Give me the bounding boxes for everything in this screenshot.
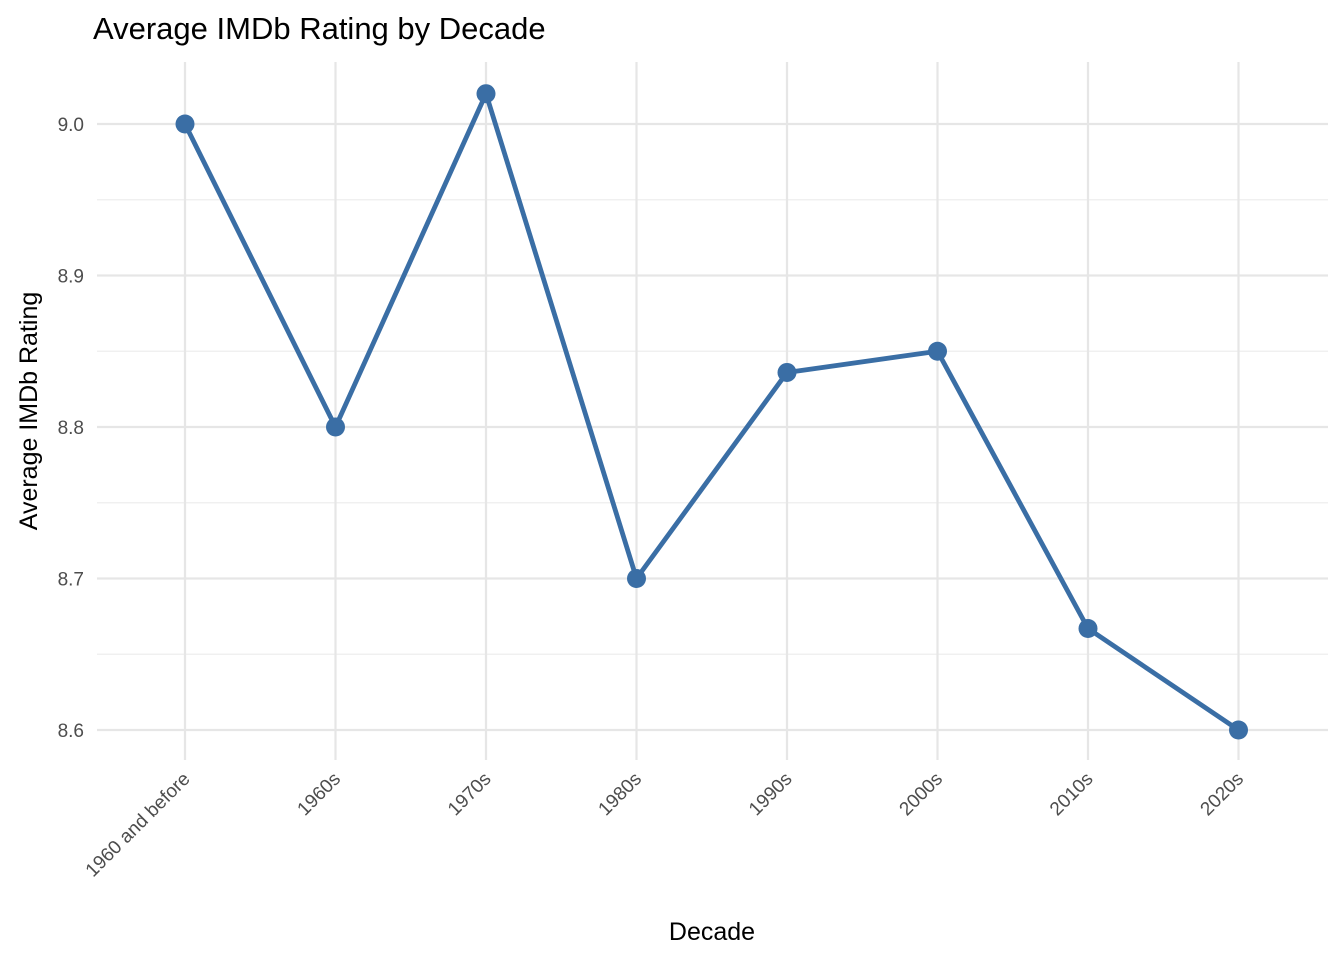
y-tick-label: 8.7 [58,570,84,591]
y-tick-label: 9.0 [58,115,84,136]
series [182,91,1240,732]
x-axis-ticks: 1960 and before 1960s 1970s 1980s 1990s 2000s… [82,769,1248,882]
chart-title: Average IMDb Rating by Decade [93,11,546,46]
data-point [476,84,496,104]
x-tick-label: 1980s [595,769,646,820]
x-tick-label: 2020s [1197,769,1248,820]
y-tick-label: 8.6 [58,721,84,742]
data-point [1229,720,1248,740]
y-tick-label: 8.8 [58,418,84,439]
x-tick-label: 1990s [745,769,796,820]
gridlines [97,62,1328,760]
x-tick-label: 1970s [444,769,495,820]
data-point [175,114,195,134]
data-point [326,417,345,437]
x-tick-label: 2010s [1046,769,1097,820]
x-axis-title: Decade [669,918,755,946]
y-axis-ticks: 8.6 8.7 8.8 8.9 9.0 [58,115,84,742]
series-line [182,91,1240,732]
data-point [627,569,646,588]
data-point [928,341,947,361]
x-tick-label: 1960 and before [82,769,195,882]
data-point [1078,618,1098,638]
x-tick-label: 2000s [896,769,947,820]
x-tick-label: 1960s [294,769,345,820]
data-point [777,362,797,382]
y-axis-title: Average IMDb Rating [15,292,43,531]
y-tick-label: 8.9 [58,267,84,288]
data-points [175,84,1248,740]
